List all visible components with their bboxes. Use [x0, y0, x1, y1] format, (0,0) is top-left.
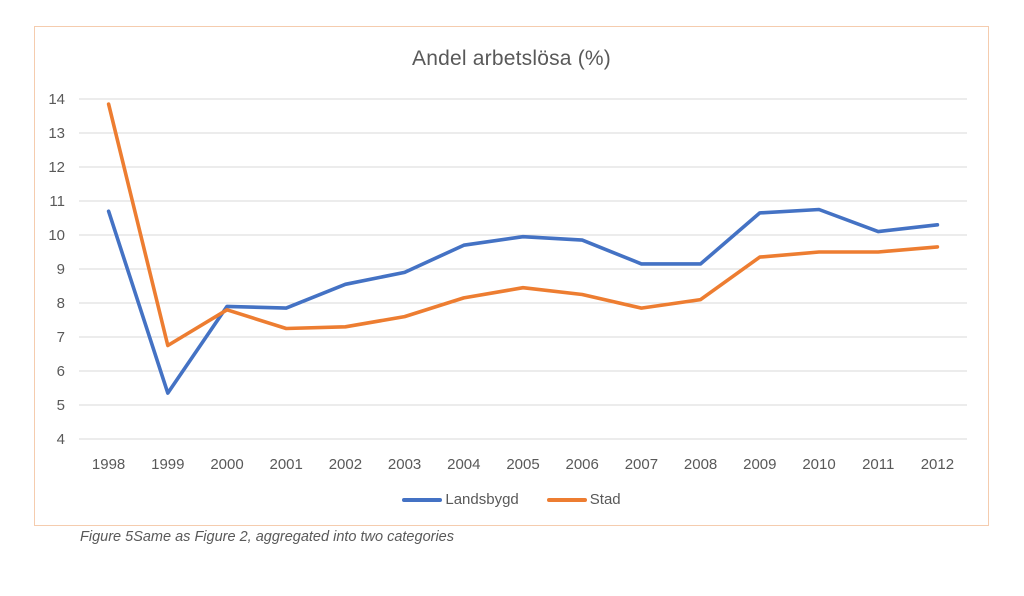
- y-tick-label: 9: [57, 261, 65, 278]
- x-tick-label: 2002: [329, 456, 362, 473]
- legend-label: Landsbygd: [445, 491, 519, 508]
- y-tick-label: 6: [57, 363, 65, 380]
- x-tick-label: 2001: [270, 456, 303, 473]
- x-tick-label: 2012: [921, 456, 954, 473]
- legend-marker-icon: [402, 497, 443, 502]
- y-tick-label: 5: [57, 397, 65, 414]
- x-tick-label: 2000: [210, 456, 243, 473]
- y-tick-label: 7: [57, 329, 65, 346]
- plot-area: 4 5 6 7 8 9 10 11 12 13 14 1998 1999 2000 2001 2002 2003…: [48, 91, 967, 473]
- x-tick-label: 2011: [862, 456, 894, 473]
- legend: Landsbygd Stad: [35, 491, 988, 508]
- x-tick-label: 2010: [802, 456, 835, 473]
- chart-title: Andel arbetslösa (%): [412, 47, 611, 70]
- legend-marker-icon: [546, 497, 587, 502]
- series-line-stad: [106, 102, 940, 348]
- x-tick-label: 2006: [566, 456, 599, 473]
- y-tick-label: 11: [49, 193, 65, 210]
- y-tick-label: 12: [48, 159, 65, 176]
- x-tick-label: 1999: [151, 456, 184, 473]
- y-tick-label: 8: [57, 295, 65, 312]
- y-tick-label: 4: [57, 431, 65, 448]
- y-tick-label: 13: [48, 125, 65, 142]
- series-line-landsbygd: [106, 207, 940, 395]
- legend-item-stad: Stad: [546, 491, 621, 508]
- x-tick-label: 1998: [92, 456, 125, 473]
- x-tick-label: 2003: [388, 456, 421, 473]
- x-tick-label: 2009: [743, 456, 776, 473]
- figure-caption: Figure 5Same as Figure 2, aggregated int…: [80, 529, 454, 545]
- legend-label: Stad: [589, 491, 621, 508]
- legend-item-landsbygd: Landsbygd: [402, 491, 519, 508]
- x-tick-label: 2008: [684, 456, 717, 473]
- chart-frame: Andel arbetslösa (%) 4 5 6 7 8 9 10 11 12 13 14 199…: [34, 26, 989, 526]
- x-tick-label: 2005: [506, 456, 539, 473]
- x-tick-label: 2004: [447, 456, 480, 473]
- y-tick-label: 10: [48, 227, 65, 244]
- y-tick-label: 14: [48, 91, 65, 108]
- x-tick-label: 2007: [625, 456, 658, 473]
